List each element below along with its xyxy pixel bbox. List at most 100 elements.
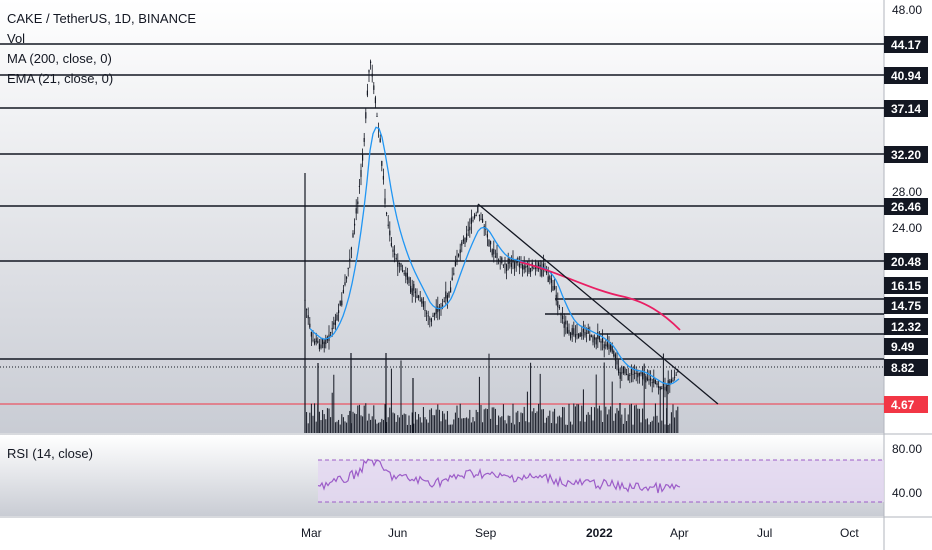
candle-body	[606, 342, 608, 348]
volume-bar	[326, 408, 328, 433]
volume-bar	[638, 408, 640, 433]
volume-bar	[491, 407, 493, 433]
volume-bar	[416, 419, 418, 433]
candle-body	[501, 257, 503, 263]
volume-bar	[314, 403, 316, 433]
candle-body	[677, 371, 679, 373]
volume-bar	[464, 418, 466, 433]
level-tag[interactable]: 44.17	[884, 36, 928, 53]
volume-bar	[610, 406, 612, 433]
volume-bar	[597, 408, 599, 433]
volume-bar	[526, 391, 528, 433]
level-tag[interactable]: 9.49	[884, 338, 928, 355]
candle-body	[509, 258, 511, 264]
candle-body	[651, 382, 653, 384]
price-pane-background	[0, 0, 884, 433]
volume-bar	[558, 415, 560, 433]
volume-bar	[405, 414, 407, 433]
volume-bar	[346, 422, 348, 433]
volume-bar	[573, 403, 575, 433]
horizontal-levels[interactable]	[0, 43, 884, 360]
volume-bar	[422, 407, 424, 433]
volume-bar	[355, 414, 357, 433]
volume-histogram	[304, 173, 679, 433]
volume-bar	[626, 421, 628, 433]
candle-body	[467, 229, 469, 231]
candle-body	[354, 223, 356, 226]
candle-body	[350, 247, 352, 250]
volume-bar	[435, 409, 437, 433]
candle-body	[523, 265, 525, 270]
volume-bar	[544, 422, 546, 433]
volume-bar	[667, 424, 669, 433]
volume-bar	[530, 362, 532, 433]
ema-legend[interactable]: EMA (21, close, 0)	[7, 71, 114, 86]
volume-bar	[523, 406, 525, 433]
rsi-legend[interactable]: RSI (14, close)	[7, 446, 93, 461]
candle-body	[419, 300, 421, 302]
volume-bar	[496, 424, 498, 433]
candle-body	[504, 263, 506, 265]
candle-body	[640, 372, 642, 375]
candle-body	[387, 224, 389, 226]
volume-bar	[432, 415, 434, 433]
level-tag[interactable]: 14.75	[884, 297, 928, 314]
candle-body	[570, 332, 572, 339]
symbol-title[interactable]: CAKE / TetherUS, 1D, BINANCE	[7, 11, 197, 26]
volume-bar	[328, 408, 330, 433]
volume-bar	[480, 404, 482, 433]
candle-body	[510, 263, 512, 267]
volume-bar	[357, 405, 359, 433]
volume-bar	[613, 420, 615, 433]
level-tag[interactable]: 12.32	[884, 318, 928, 335]
candle-body	[581, 332, 583, 337]
volume-bar	[603, 362, 605, 433]
candle-body	[398, 263, 400, 265]
candle-body	[459, 249, 461, 254]
volume-bar	[637, 408, 639, 433]
level-tag[interactable]: 26.46	[884, 198, 928, 215]
candle-body	[514, 262, 516, 269]
candle-body	[616, 360, 618, 365]
candle-body	[661, 387, 663, 389]
volume-bar	[624, 408, 626, 433]
volume-bar	[574, 406, 576, 433]
volume-bar	[427, 422, 429, 433]
volume-bar	[658, 422, 660, 433]
volume-bar	[307, 423, 309, 433]
candle-body	[568, 329, 570, 334]
candle-body	[488, 239, 490, 247]
volume-legend[interactable]: Vol	[7, 31, 26, 46]
candle-body	[658, 385, 660, 388]
candle-body	[470, 217, 472, 224]
candle-body	[542, 263, 544, 270]
volume-bar	[562, 406, 564, 433]
candle-body	[421, 298, 423, 304]
candle-body	[629, 374, 631, 377]
level-tag[interactable]: 32.20	[884, 146, 928, 163]
volume-bar	[421, 422, 423, 433]
level-tag[interactable]: 16.15	[884, 277, 928, 294]
current-price-tag[interactable]: 4.67	[884, 396, 928, 413]
candle-body	[418, 295, 420, 298]
level-tag[interactable]: 40.94	[884, 67, 928, 84]
volume-bar	[312, 415, 314, 433]
candle-body	[614, 354, 616, 361]
volume-bar	[514, 424, 516, 433]
candle-body	[582, 329, 584, 333]
level-tag[interactable]: 8.82	[884, 359, 928, 376]
level-tag[interactable]: 37.14	[884, 100, 928, 117]
volume-bar	[547, 415, 549, 433]
level-tag[interactable]: 20.48	[884, 253, 928, 270]
candle-body	[554, 285, 556, 290]
volume-bar	[478, 376, 480, 433]
descending-trendline[interactable]	[477, 203, 719, 405]
candle-body	[344, 282, 346, 285]
ma-legend[interactable]: MA (200, close, 0)	[7, 51, 112, 66]
candle-body	[619, 372, 621, 379]
svg-text:16.15: 16.15	[891, 279, 921, 293]
volume-bar	[482, 422, 484, 433]
volume-bar	[470, 422, 472, 433]
candle-body	[526, 265, 528, 267]
